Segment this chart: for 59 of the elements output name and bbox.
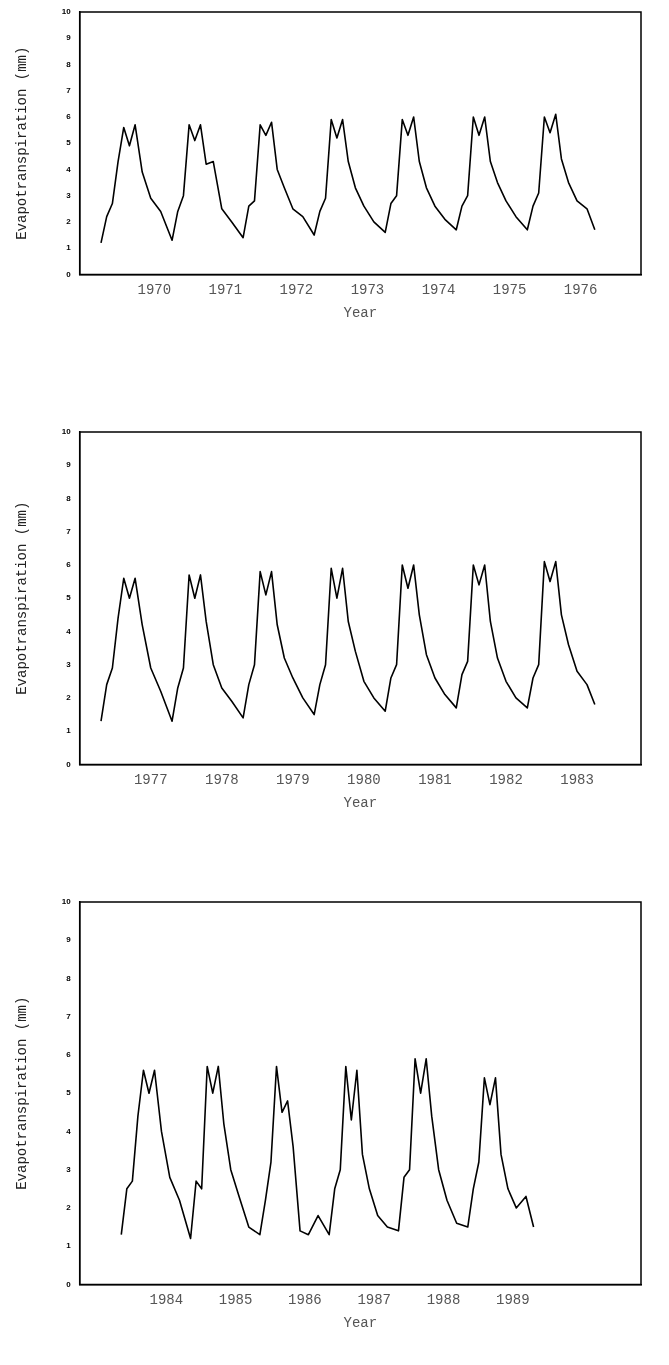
x-tick-label: 1971 bbox=[208, 281, 243, 298]
y-tick-label: 9 bbox=[66, 935, 72, 945]
y-tick-label: 2 bbox=[66, 1203, 72, 1213]
y-tick-label: 6 bbox=[66, 560, 72, 570]
y-tick-label: 7 bbox=[66, 85, 72, 95]
x-tick-label: 1972 bbox=[279, 281, 314, 298]
y-axis-title: Evapotranspiration (mm) bbox=[14, 996, 31, 1190]
y-axis-title: Evapotranspiration (mm) bbox=[14, 501, 31, 695]
y-tick-label: 10 bbox=[61, 427, 72, 437]
x-tick-label: 1984 bbox=[149, 1291, 184, 1308]
y-tick-label: 3 bbox=[66, 190, 72, 200]
y-tick-label: 9 bbox=[66, 33, 72, 43]
y-tick-label: 10 bbox=[61, 7, 72, 17]
y-tick-label: 1 bbox=[66, 1241, 72, 1251]
x-tick-label: 1978 bbox=[205, 771, 239, 788]
y-tick-label: 8 bbox=[66, 493, 72, 503]
y-tick-label: 1 bbox=[66, 243, 72, 253]
y-tick-label: 0 bbox=[66, 269, 72, 279]
y-axis-title: Evapotranspiration (mm) bbox=[14, 46, 31, 240]
y-tick-label: 2 bbox=[66, 217, 72, 227]
y-tick-label: 10 bbox=[61, 897, 72, 907]
x-axis-title: Year bbox=[343, 1315, 378, 1332]
y-tick-label: 0 bbox=[66, 1279, 72, 1289]
y-tick-label: 0 bbox=[66, 759, 72, 769]
y-tick-label: 1 bbox=[66, 726, 72, 736]
y-tick-label: 7 bbox=[66, 1011, 72, 1021]
y-tick-label: 3 bbox=[66, 659, 72, 669]
x-axis-title: Year bbox=[343, 795, 378, 812]
y-tick-label: 7 bbox=[66, 526, 72, 536]
y-tick-label: 5 bbox=[66, 593, 72, 603]
x-tick-label: 1989 bbox=[496, 1291, 530, 1308]
y-tick-label: 4 bbox=[66, 1126, 72, 1136]
y-tick-label: 3 bbox=[66, 1164, 72, 1174]
x-tick-label: 1986 bbox=[288, 1291, 322, 1308]
x-tick-label: 1987 bbox=[357, 1291, 392, 1308]
y-tick-label: 5 bbox=[66, 1088, 72, 1098]
y-tick-label: 5 bbox=[66, 138, 72, 148]
x-tick-label: 1985 bbox=[218, 1291, 253, 1308]
x-axis-title: Year bbox=[343, 305, 378, 322]
y-tick-label: 4 bbox=[66, 164, 72, 174]
x-tick-label: 1977 bbox=[133, 771, 168, 788]
y-tick-label: 2 bbox=[66, 693, 72, 703]
x-tick-label: 1975 bbox=[492, 281, 527, 298]
x-tick-label: 1988 bbox=[426, 1291, 461, 1308]
y-tick-label: 9 bbox=[66, 460, 72, 470]
x-tick-label: 1979 bbox=[276, 771, 310, 788]
y-tick-label: 4 bbox=[66, 626, 72, 636]
x-tick-label: 1980 bbox=[347, 771, 381, 788]
y-tick-label: 6 bbox=[66, 112, 72, 122]
y-tick-label: 6 bbox=[66, 1050, 72, 1060]
x-tick-label: 1981 bbox=[418, 771, 452, 788]
y-tick-label: 8 bbox=[66, 59, 72, 69]
x-tick-label: 1976 bbox=[563, 281, 598, 298]
x-tick-label: 1974 bbox=[421, 281, 456, 298]
x-tick-label: 1973 bbox=[350, 281, 385, 298]
x-tick-label: 1983 bbox=[560, 771, 594, 788]
x-tick-label: 1982 bbox=[489, 771, 523, 788]
x-tick-label: 1970 bbox=[137, 281, 172, 298]
y-tick-label: 8 bbox=[66, 973, 72, 983]
